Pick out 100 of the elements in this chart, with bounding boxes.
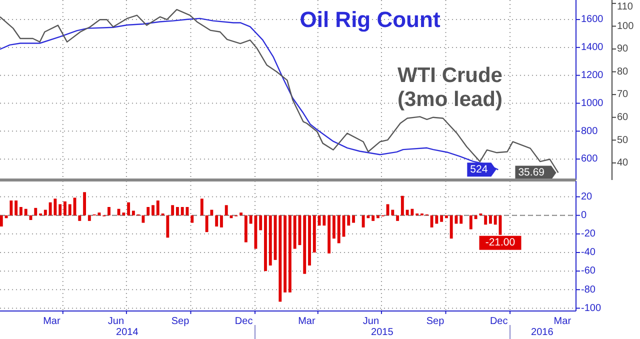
bar xyxy=(396,215,400,221)
bar xyxy=(268,215,272,266)
bar xyxy=(0,215,3,226)
bar xyxy=(88,215,91,221)
bar xyxy=(440,215,444,222)
x-tick-label: Jun xyxy=(108,316,124,327)
bar xyxy=(264,215,267,272)
bar xyxy=(240,212,243,216)
y-tick-label: 20 xyxy=(581,191,593,202)
bar xyxy=(332,215,336,239)
bar xyxy=(132,210,135,216)
data-label: 35.69 xyxy=(518,166,545,179)
bar xyxy=(400,196,404,216)
bar xyxy=(83,192,86,216)
bar xyxy=(284,215,287,292)
bar xyxy=(176,207,179,216)
y2-tick-label: 110 xyxy=(617,2,634,13)
bar xyxy=(312,215,316,252)
bar xyxy=(469,215,472,230)
y-tick-label: -60 xyxy=(581,266,596,277)
y-tick-label: 0 xyxy=(581,210,587,221)
bar xyxy=(58,204,62,216)
bar xyxy=(244,215,248,242)
x2-tick-label: 2015 xyxy=(371,327,394,338)
bar xyxy=(190,215,194,223)
x-tick-label: Sep xyxy=(426,316,445,327)
x-tick-label: Jun xyxy=(362,316,380,327)
series-label: Oil Rig Count xyxy=(300,7,441,32)
bar xyxy=(24,208,28,216)
y-tick-label: 1200 xyxy=(581,70,604,81)
bar xyxy=(122,212,126,216)
bar xyxy=(484,215,488,225)
x-tick-label: Mar xyxy=(298,316,316,327)
bar xyxy=(215,215,218,226)
y2-tick-label: 40 xyxy=(617,158,629,169)
bar xyxy=(78,215,82,221)
y-tick-label: 1600 xyxy=(581,14,604,26)
bar xyxy=(14,200,18,216)
y-tick-label: 800 xyxy=(581,126,598,137)
bar xyxy=(391,210,394,216)
bar xyxy=(108,207,110,216)
bar xyxy=(278,215,282,302)
x-tick-label: Dec xyxy=(234,316,253,327)
bar xyxy=(205,215,208,232)
x2-tick-label: 2014 xyxy=(116,327,139,338)
bar xyxy=(10,200,13,216)
bar xyxy=(444,215,448,218)
bar xyxy=(328,215,331,254)
bar xyxy=(450,215,453,239)
bar xyxy=(19,207,22,216)
y2-tick-label: 60 xyxy=(617,112,629,123)
bar xyxy=(166,215,170,238)
series-label: WTI Crude (3mo lead) xyxy=(397,64,503,112)
bar xyxy=(200,198,204,216)
data-label: 524 xyxy=(470,163,488,176)
bar xyxy=(347,215,350,226)
y-tick-label: 1000 xyxy=(581,98,604,109)
bar xyxy=(210,210,214,216)
y-tick-label: -80 xyxy=(581,284,596,296)
y-tick-label: 1400 xyxy=(581,42,604,54)
data-label: -21.00 xyxy=(485,236,516,249)
bar xyxy=(44,210,47,216)
bar xyxy=(337,215,340,244)
bar xyxy=(352,215,355,223)
y-tick-label: 600 xyxy=(581,154,598,165)
bar xyxy=(460,215,463,224)
bar xyxy=(288,215,292,292)
y2-tick-label: 80 xyxy=(617,66,629,78)
bar xyxy=(494,215,497,225)
bar xyxy=(259,215,262,230)
bar xyxy=(156,200,160,216)
bar xyxy=(68,204,72,216)
bar xyxy=(64,201,66,216)
y-tick-label: -40 xyxy=(581,247,596,258)
bar xyxy=(224,205,228,216)
y-tick-label: -20 xyxy=(581,228,596,240)
bar xyxy=(303,215,306,274)
bar xyxy=(308,215,311,266)
bar xyxy=(34,208,38,216)
x-tick-label: Mar xyxy=(554,316,572,327)
y2-tick-label: 100 xyxy=(617,20,634,32)
bar xyxy=(435,215,438,224)
y2-tick-label: 70 xyxy=(617,89,629,100)
bar xyxy=(127,202,130,216)
bar xyxy=(171,205,174,216)
bar xyxy=(372,215,375,221)
x-tick-label: Mar xyxy=(43,316,61,327)
bar xyxy=(474,215,478,220)
bar xyxy=(488,215,492,224)
y2-tick-label: 50 xyxy=(617,134,629,146)
bar xyxy=(4,215,8,218)
y2-tick-label: 90 xyxy=(617,44,629,55)
bar xyxy=(220,215,223,228)
y-tick-label: -100 xyxy=(581,302,602,314)
x-tick-label: Dec xyxy=(490,316,508,327)
x2-tick-label: 2016 xyxy=(531,327,554,338)
bar xyxy=(376,215,380,218)
x-tick-label: Sep xyxy=(171,316,190,327)
bar xyxy=(152,205,154,216)
bar xyxy=(293,215,296,249)
